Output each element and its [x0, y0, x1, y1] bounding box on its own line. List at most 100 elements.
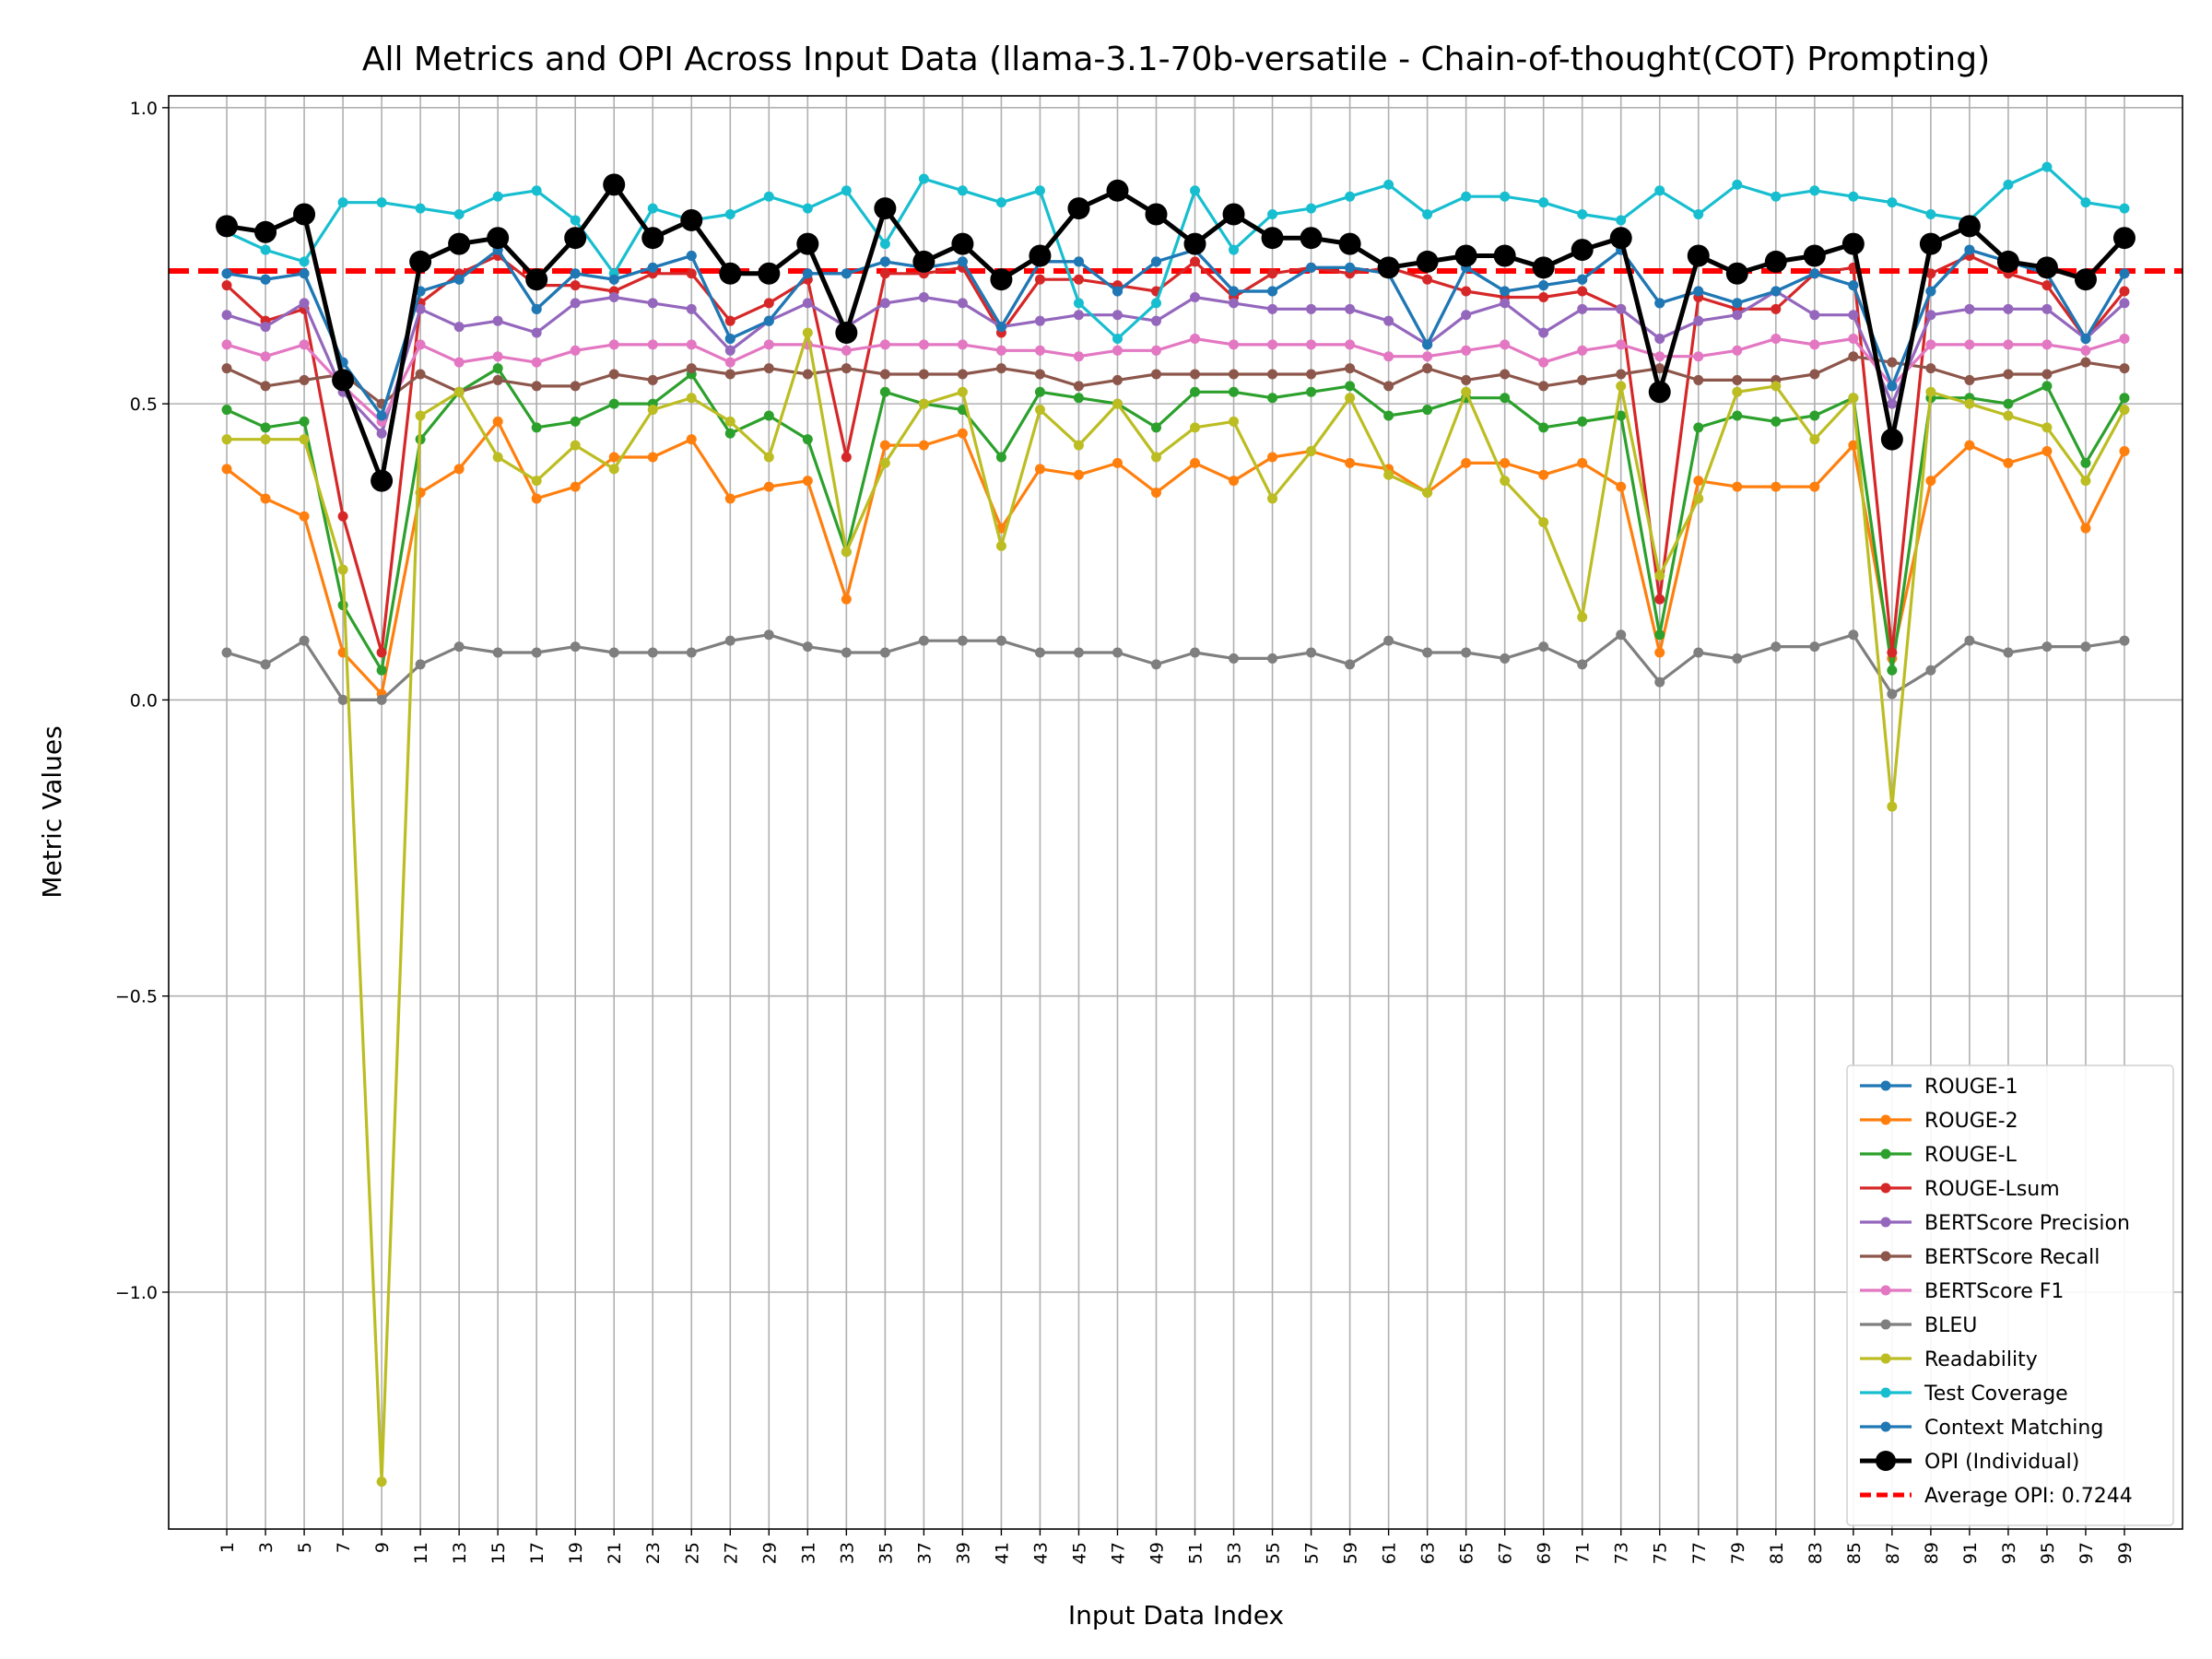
x-tick-label: 15: [488, 1542, 509, 1564]
data-point: [376, 410, 387, 421]
data-point: [1964, 440, 1975, 451]
data-point: [2035, 256, 2058, 279]
data-point: [957, 256, 968, 267]
data-point: [724, 635, 735, 646]
legend-label: BERTScore Precision: [1924, 1212, 2130, 1235]
series-group: [221, 327, 2130, 1488]
legend-entry: BERTScore F1: [1860, 1280, 2064, 1303]
data-point: [2003, 179, 2014, 190]
data-point: [1500, 369, 1511, 380]
data-point: [531, 303, 542, 314]
data-point: [2080, 457, 2091, 468]
data-point: [1261, 227, 1284, 250]
data-point: [841, 363, 852, 374]
data-point: [1229, 416, 1240, 427]
data-point: [415, 339, 426, 350]
legend-label: BERTScore Recall: [1924, 1246, 2100, 1269]
series-line: [226, 165, 2125, 341]
data-point: [453, 357, 465, 368]
data-point: [1034, 405, 1045, 416]
data-point: [2119, 393, 2130, 404]
data-point: [603, 173, 626, 196]
data-point: [1964, 398, 1975, 409]
data-point: [1267, 653, 1278, 664]
data-point: [332, 369, 355, 392]
data-point: [1267, 369, 1278, 380]
data-point: [260, 381, 271, 392]
data-point: [1809, 481, 1820, 492]
data-point: [1616, 215, 1627, 226]
data-point: [1654, 647, 1665, 658]
data-point: [1809, 268, 1820, 279]
data-point: [1616, 410, 1627, 421]
data-point: [724, 428, 735, 439]
data-point: [1654, 363, 1665, 374]
data-point: [1616, 381, 1627, 392]
data-point: [1229, 386, 1240, 397]
data-point: [415, 659, 426, 670]
data-point: [763, 481, 774, 492]
data-point: [531, 327, 542, 338]
y-tick-label: 0.5: [130, 394, 158, 415]
y-axis-ticks: 1.0 0.5 0.0 −0.5 −1.0: [115, 99, 169, 1303]
series-line: [226, 336, 2125, 423]
data-point: [1887, 197, 1898, 208]
data-point: [1809, 310, 1820, 321]
data-point: [1150, 315, 1161, 326]
data-point: [724, 209, 735, 220]
legend-marker: [1880, 1251, 1891, 1262]
data-point: [1150, 659, 1161, 670]
data-point: [2119, 333, 2130, 344]
data-point: [686, 393, 697, 404]
data-point: [1306, 203, 1317, 214]
data-point: [957, 428, 968, 439]
data-point: [1034, 386, 1045, 397]
data-point: [1267, 303, 1278, 314]
data-point: [1887, 801, 1898, 812]
data-point: [1073, 256, 1084, 267]
data-point: [608, 452, 619, 463]
data-point: [1267, 339, 1278, 350]
data-point: [918, 291, 929, 302]
data-point: [1654, 570, 1665, 581]
data-point: [1034, 647, 1045, 658]
data-point: [337, 694, 348, 705]
data-point: [1732, 653, 1743, 664]
data-point: [1732, 310, 1743, 321]
x-tick-label: 27: [721, 1542, 741, 1564]
data-point: [1538, 291, 1549, 302]
x-tick-label: 83: [1806, 1542, 1826, 1564]
data-point: [415, 410, 426, 421]
data-point: [1383, 179, 1394, 190]
data-point: [2003, 398, 2014, 409]
data-point: [221, 434, 232, 445]
data-point: [1073, 393, 1084, 404]
data-point: [1532, 256, 1555, 279]
data-point: [879, 369, 890, 380]
data-point: [1106, 179, 1129, 202]
x-tick-label: 97: [2077, 1542, 2097, 1564]
legend-entry: BERTScore Precision: [1860, 1212, 2130, 1235]
data-point: [686, 303, 697, 314]
data-point: [492, 363, 503, 374]
data-point: [1577, 345, 1588, 356]
data-point: [1073, 469, 1084, 480]
data-point: [724, 357, 735, 368]
data-point: [415, 369, 426, 380]
data-point: [1112, 647, 1123, 658]
data-point: [216, 215, 239, 238]
data-point: [531, 647, 542, 658]
data-point: [492, 416, 503, 427]
data-point: [1229, 653, 1240, 664]
series-line: [227, 331, 2126, 1484]
legend-marker: [1880, 1353, 1891, 1364]
x-tick-label: 55: [1264, 1542, 1284, 1564]
data-point: [763, 191, 774, 202]
data-point: [2119, 298, 2130, 309]
data-point: [995, 635, 1006, 646]
data-point: [1648, 381, 1671, 404]
data-point: [337, 564, 348, 575]
x-tick-label: 57: [1302, 1542, 1323, 1564]
legend-label: Test Coverage: [1924, 1382, 2068, 1406]
data-point: [1964, 244, 1975, 255]
